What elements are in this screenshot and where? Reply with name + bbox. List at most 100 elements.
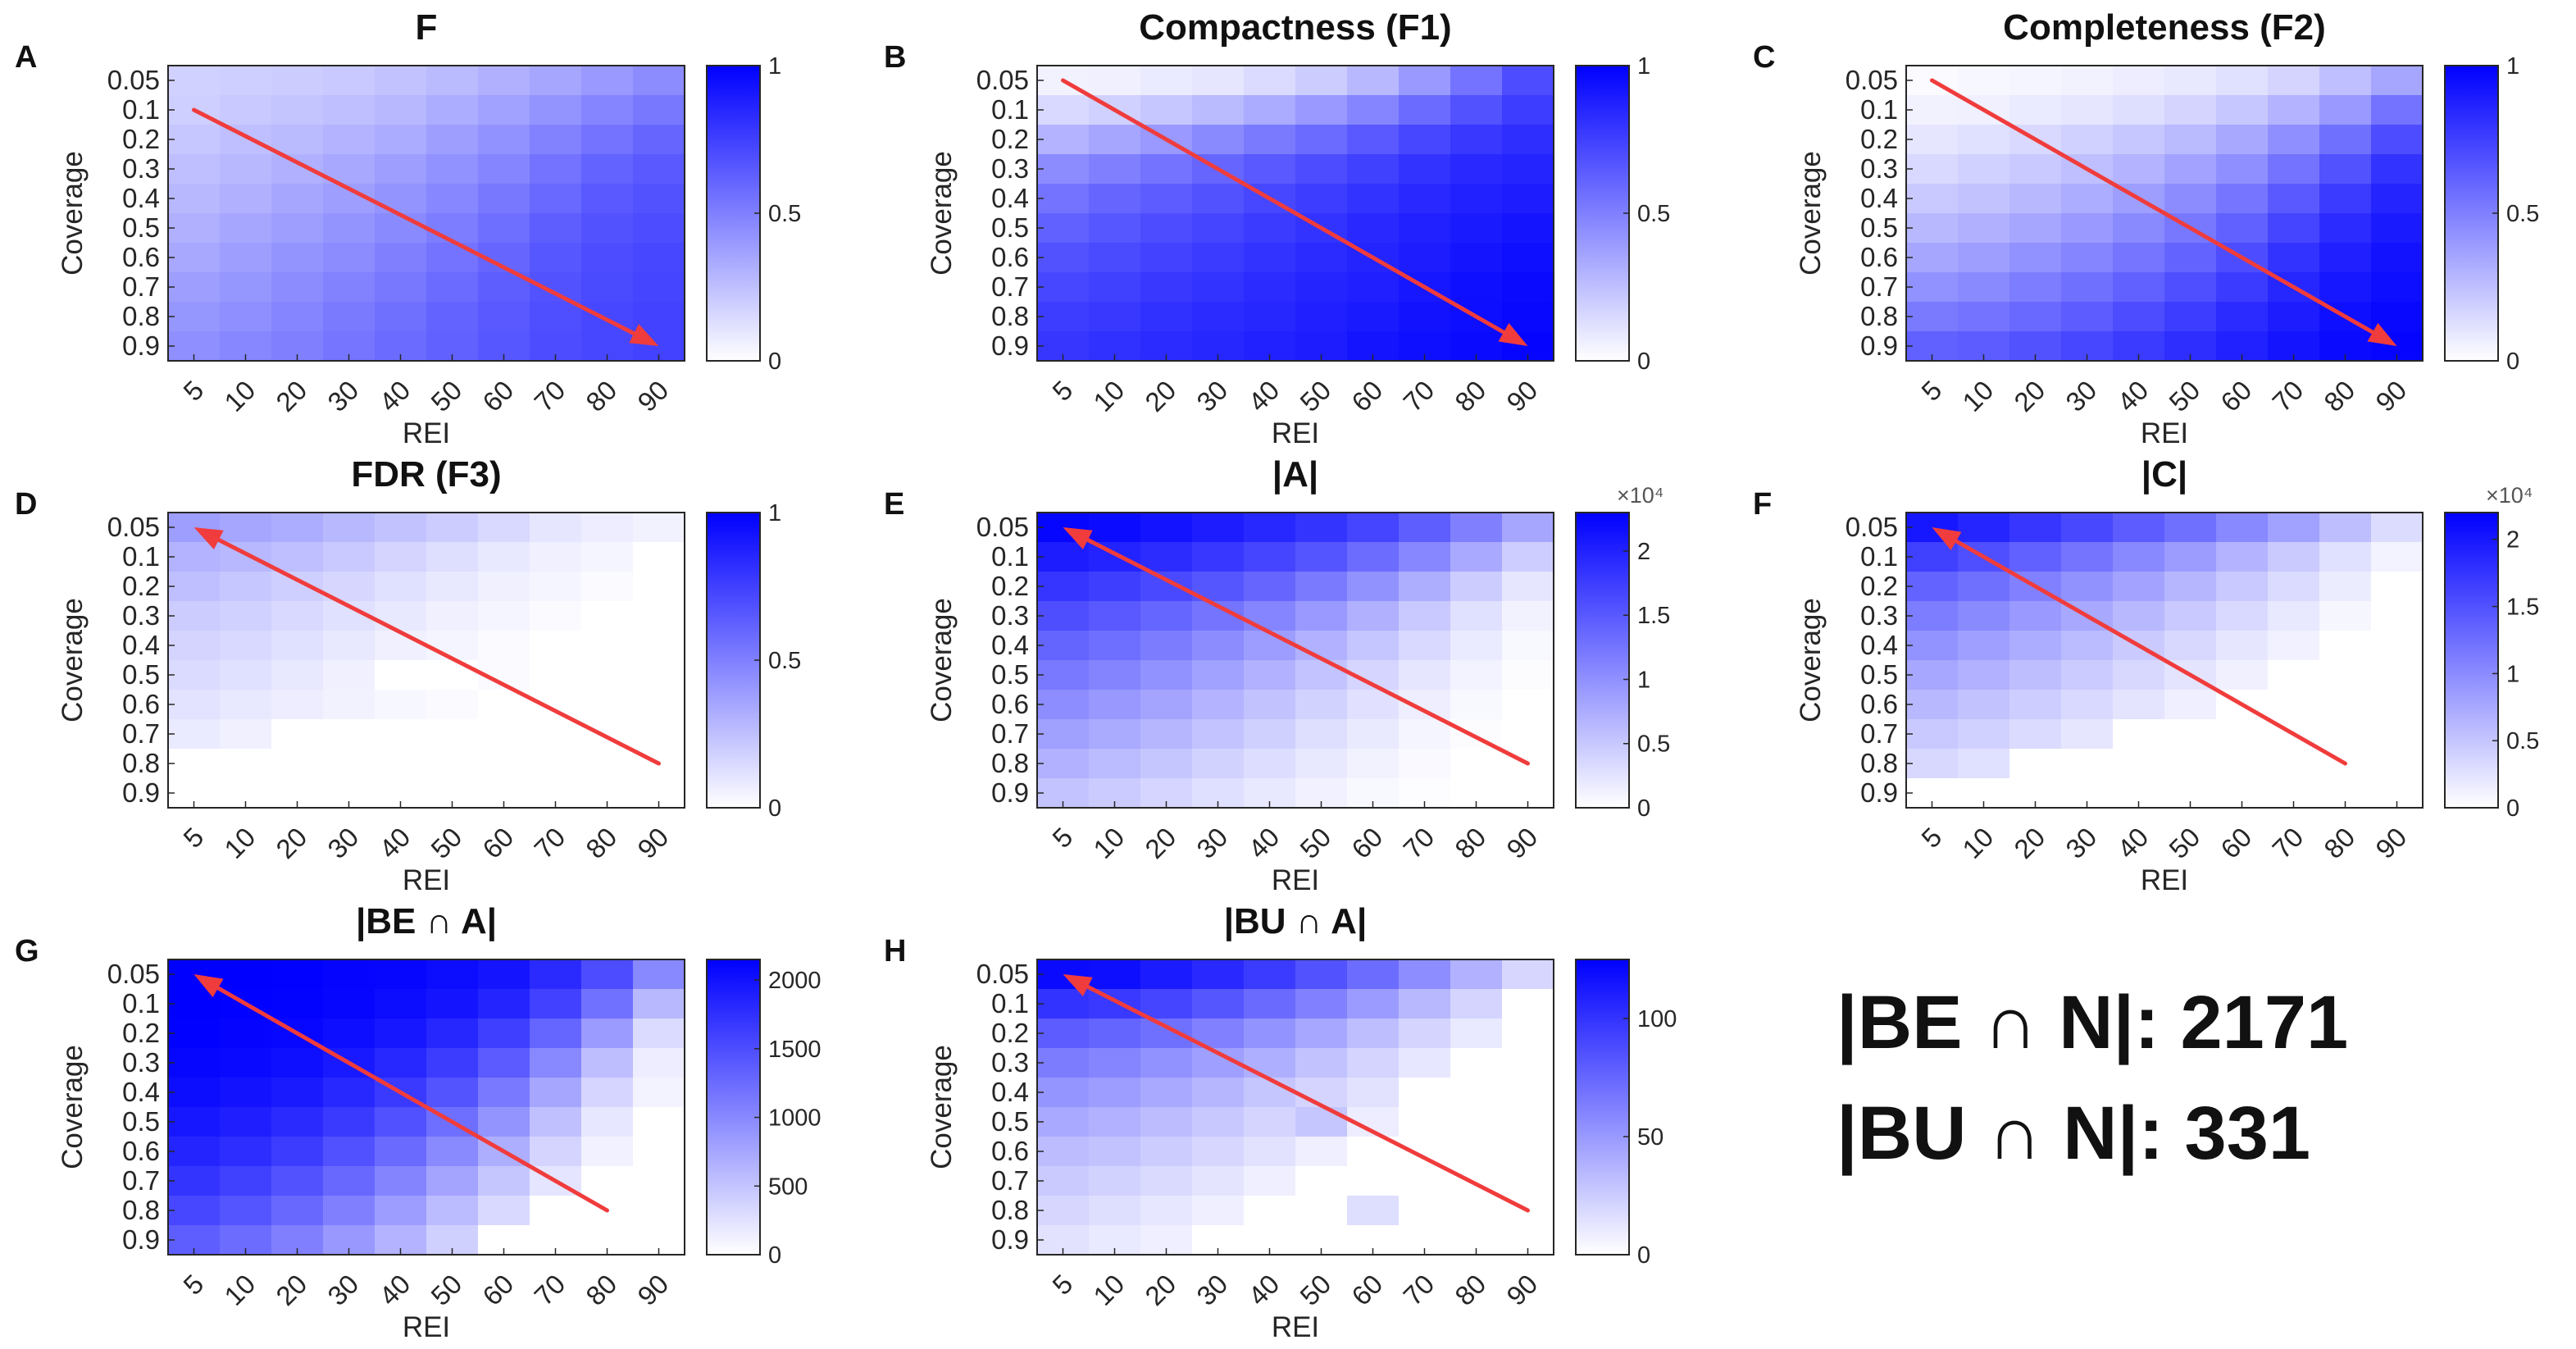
heatmap-cell [2113,513,2165,543]
heatmap-cell [2113,542,2165,572]
heatmap-cell [2113,660,2165,690]
heatmap-cell [530,1048,582,1078]
heatmap-cell [1089,1078,1141,1108]
heatmap-cell [2319,513,2372,543]
heatmap-cell [1140,243,1193,273]
x-tick-label: 40 [373,375,416,417]
heatmap-cell [581,1166,634,1196]
heatmap-cell [1089,660,1141,690]
heatmap-cell [2216,749,2269,779]
x-tick-label: 30 [1190,375,1233,417]
y-tick-label: 0.7 [1860,718,1898,749]
heatmap-cell [2371,749,2424,779]
x-tick-label: 90 [1500,822,1543,864]
x-tick-label: 30 [321,822,364,864]
heatmap-cell [1347,302,1400,332]
y-tick-label: 0.3 [991,1047,1029,1078]
heatmap-cell [1502,184,1554,214]
heatmap-cell [1958,749,2010,779]
heatmap-cell [2164,184,2217,214]
heatmap-cell [1140,154,1193,185]
heatmap-cell [581,125,634,155]
heatmap-cell [1140,1137,1193,1167]
heatmap-cell [323,66,375,96]
x-tick-label: 20 [270,822,312,864]
heatmap-cell [271,542,324,572]
heatmap-cell [1399,243,1451,273]
y-tick-label: 0.2 [991,1018,1029,1048]
heatmap-cell [478,1078,530,1108]
heatmap-cell [1450,989,1503,1019]
heatmap-cell [1958,572,2010,602]
heatmap-cell [375,184,427,214]
heatmap-cell [1347,66,1400,96]
heatmap-cell [1140,631,1193,661]
heatmap-cell [1502,1166,1554,1196]
heatmap-cell [1295,184,1348,214]
heatmap-cell [168,125,221,155]
x-tick-label: 60 [2214,375,2257,417]
heatmap-cell [2009,302,2062,332]
heatmap-cell [633,272,685,303]
heatmap-cell [323,243,375,273]
heatmap-cell [426,989,479,1019]
heatmap-cell [1244,66,1296,96]
panel-e: E |A| 0.05 0.1 0.2 0.3 0.4 0.5 0.6 0.7 0.8 0.9 5 10 20… [869,447,1738,894]
x-tick-label: 50 [1294,1269,1336,1311]
heatmap-cell [2164,690,2217,720]
x-tick-label: 50 [425,375,467,417]
heatmap-cell [220,1166,272,1196]
heatmap-cell [1295,66,1348,96]
heatmap-cell [1244,1137,1296,1167]
heatmap-cell [633,513,685,543]
heatmap-cell [2216,66,2269,96]
heatmap-cell [323,95,375,125]
panel-g: G |BE ∩ A| 0.05 0.1 0.2 0.3 0.4 0.5 0.6 0.7 0.8 0.9… [0,894,869,1341]
heatmap-cell [271,989,324,1019]
x-tick-label: 80 [2318,822,2360,864]
y-tick-label: 0.6 [122,689,160,719]
heatmap-cell [1399,95,1451,125]
heatmap-cell [478,154,530,185]
chart-title: |A| [1272,454,1318,495]
heatmap-cell [633,1196,685,1226]
y-tick-label: 0.9 [991,1224,1029,1255]
panel-letter: B [884,40,906,75]
heatmap-cell [1399,572,1451,602]
colorbar-tick-label: 1 [1637,667,1650,693]
heatmap-cell [1244,959,1296,990]
colorbar-tick-label: 500 [768,1174,808,1200]
heatmap-cell [168,660,221,690]
x-tick-label: 80 [1449,375,1491,417]
heatmap-cell [478,513,530,543]
heatmap-cell [375,572,427,602]
heatmap-cell [633,125,685,155]
heatmap-cell [323,959,375,990]
heatmap-cell [633,213,685,244]
heatmap-cell [323,1166,375,1196]
heatmap-cell [1347,1078,1400,1108]
trend-arrow-head [2367,322,2397,346]
heatmap-cell [1502,572,1554,602]
heatmap-cell [1450,601,1503,631]
heatmap-cell [1295,272,1348,303]
y-tick-label: 0.9 [122,1224,160,1255]
heatmap-cell [633,302,685,332]
heatmap-cell [323,1137,375,1167]
heatmap-cell [1502,272,1554,303]
x-tick-label: 5 [177,375,209,407]
trend-arrow-shaft [1954,539,2347,766]
y-tick-label: 0.4 [1860,183,1898,213]
heatmap-cell [530,1107,582,1137]
heatmap-cell [323,719,375,750]
heatmap-cell [1037,572,1090,602]
heatmap-cell [1244,542,1296,572]
heatmap-cell [1089,959,1141,990]
heatmap-cell [581,272,634,303]
heatmap-cell [2164,749,2217,779]
heatmap-cell [375,690,427,720]
heatmap-cell [1037,184,1090,214]
y-tick-label: 0.3 [991,600,1029,631]
heatmap-cell [168,272,221,303]
heatmap-cell [2216,660,2269,690]
